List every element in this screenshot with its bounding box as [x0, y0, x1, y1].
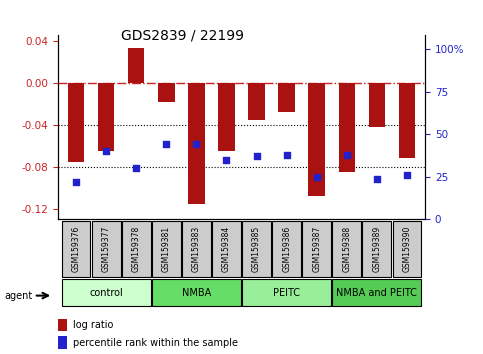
Bar — [128, 48, 144, 83]
FancyBboxPatch shape — [92, 221, 121, 277]
Text: GSM159378: GSM159378 — [132, 225, 141, 272]
Text: PEITC: PEITC — [273, 288, 300, 298]
Bar — [188, 83, 205, 204]
FancyBboxPatch shape — [362, 221, 391, 277]
Text: NMBA and PEITC: NMBA and PEITC — [337, 288, 417, 298]
Point — [162, 142, 170, 147]
FancyBboxPatch shape — [212, 221, 241, 277]
Point — [343, 152, 351, 158]
Point — [283, 152, 290, 158]
FancyBboxPatch shape — [393, 221, 422, 277]
Text: GSM159385: GSM159385 — [252, 225, 261, 272]
Bar — [278, 83, 295, 112]
Bar — [339, 83, 355, 172]
Text: GSM159381: GSM159381 — [162, 225, 171, 272]
Text: GSM159388: GSM159388 — [342, 225, 351, 272]
Text: GSM159386: GSM159386 — [282, 225, 291, 272]
Text: GSM159390: GSM159390 — [402, 225, 412, 272]
Bar — [68, 83, 85, 162]
Bar — [369, 83, 385, 127]
FancyBboxPatch shape — [272, 221, 301, 277]
Bar — [309, 83, 325, 196]
FancyBboxPatch shape — [302, 221, 331, 277]
FancyBboxPatch shape — [242, 279, 331, 307]
FancyBboxPatch shape — [61, 221, 90, 277]
Text: GSM159387: GSM159387 — [312, 225, 321, 272]
Point — [132, 166, 140, 171]
FancyBboxPatch shape — [242, 221, 271, 277]
Text: GSM159376: GSM159376 — [71, 225, 81, 272]
FancyBboxPatch shape — [332, 221, 361, 277]
FancyBboxPatch shape — [152, 221, 181, 277]
Bar — [98, 83, 114, 151]
Point — [193, 142, 200, 147]
Bar — [218, 83, 235, 151]
Text: percentile rank within the sample: percentile rank within the sample — [72, 338, 238, 348]
Point — [253, 154, 260, 159]
Bar — [58, 319, 67, 331]
Point — [313, 174, 321, 180]
Text: control: control — [89, 288, 123, 298]
FancyBboxPatch shape — [152, 279, 241, 307]
FancyBboxPatch shape — [122, 221, 151, 277]
Text: log ratio: log ratio — [72, 320, 113, 330]
Point — [72, 179, 80, 185]
FancyBboxPatch shape — [61, 279, 151, 307]
FancyBboxPatch shape — [182, 221, 211, 277]
Text: GSM159383: GSM159383 — [192, 225, 201, 272]
Bar — [398, 83, 415, 159]
Text: GDS2839 / 22199: GDS2839 / 22199 — [121, 28, 244, 42]
Text: agent: agent — [5, 291, 33, 301]
FancyBboxPatch shape — [332, 279, 422, 307]
Bar — [58, 336, 67, 349]
Bar — [248, 83, 265, 120]
Text: GSM159377: GSM159377 — [101, 225, 111, 272]
Bar — [158, 83, 174, 102]
Point — [373, 176, 381, 181]
Text: GSM159384: GSM159384 — [222, 225, 231, 272]
Text: NMBA: NMBA — [182, 288, 211, 298]
Point — [223, 157, 230, 162]
Point — [403, 172, 411, 178]
Point — [102, 148, 110, 154]
Text: GSM159389: GSM159389 — [372, 225, 382, 272]
